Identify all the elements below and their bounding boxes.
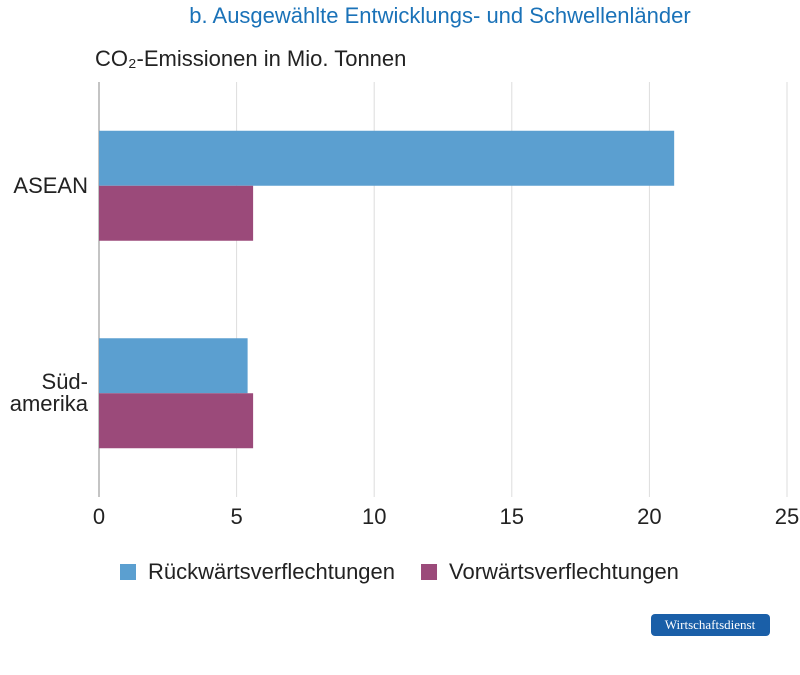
chart-subtitle: CO₂-Emissionen in Mio. Tonnen <box>95 46 406 71</box>
legend-swatch <box>421 564 438 580</box>
x-tick-label: 10 <box>362 504 386 529</box>
x-tick-label: 0 <box>93 504 105 529</box>
y-tick-label: ASEAN <box>13 172 88 198</box>
badge: Wirtschaftsdienst <box>665 617 756 632</box>
y-tick-label: Süd- amerika <box>9 369 88 417</box>
bar <box>99 393 254 449</box>
bar <box>99 130 675 186</box>
legend-swatch <box>120 564 136 580</box>
legend-label: Vorwärtsverflechtungen <box>449 559 679 584</box>
x-tick-label: 5 <box>230 504 242 529</box>
badge-box <box>651 614 770 636</box>
bar <box>99 185 254 241</box>
chart-title: b. Ausgewählte Entwicklungs- und Schwell… <box>189 3 690 28</box>
x-tick-label: 15 <box>500 504 524 529</box>
x-tick-label: 25 <box>775 504 799 529</box>
x-tick-label: 20 <box>637 504 661 529</box>
bar <box>99 338 248 394</box>
legend-label: Rückwärtsverflechtungen <box>148 559 395 584</box>
